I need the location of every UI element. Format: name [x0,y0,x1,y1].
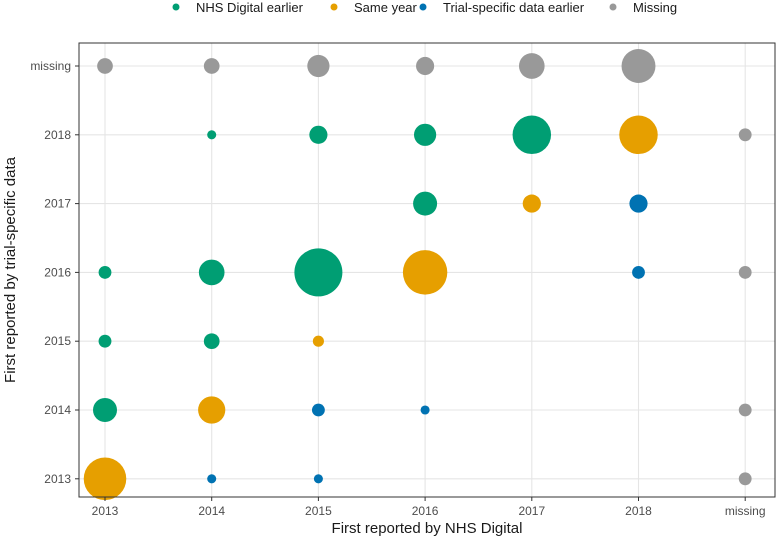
bubble-missing-missing-2014 [738,403,752,417]
legend: NHS Digital earlier Same year Trial-specif… [172,0,677,15]
y-tick-label: 2016 [44,265,71,279]
y-tick-label: 2018 [44,128,71,142]
bubble-nhs-2014-2015 [203,333,220,350]
bubble-missing-2018-missing [621,49,656,83]
bubble-nhs-2013-2016 [98,265,112,279]
bubble-missing-2014-missing [203,58,220,74]
legend-label-missing: Missing [633,0,677,15]
y-tick-label: 2013 [44,472,71,486]
bubble-missing-missing-2013 [738,472,752,486]
legend-key-trial [419,3,427,11]
y-axis: 2013 2014 2015 2016 2017 2018 missing [30,59,79,486]
bubble-missing-missing-2016 [738,265,752,279]
legend-label-same: Same year [354,0,418,15]
x-axis-title: First reported by NHS Digital [332,520,523,537]
x-tick-label: 2013 [92,504,119,518]
y-axis-title: First reported by trial-specific data [2,156,19,383]
bubble-same-2013-2013 [83,457,127,501]
bubble-same-2016-2016 [402,250,448,295]
y-tick-label: 2017 [44,197,71,211]
bubble-nhs-2015-2016 [294,248,343,297]
bubble-nhs-2017-2018 [512,115,552,155]
bubble-same-2014-2014 [198,396,226,424]
legend-key-missing [609,3,617,11]
y-tick-label: 2015 [44,334,71,348]
x-tick-label: 2015 [305,504,332,518]
legend-label-nhs: NHS Digital earlier [196,0,304,15]
x-tick-label: 2017 [518,504,545,518]
bubble-missing-2017-missing [518,53,545,79]
bubble-same-2017-2017 [522,194,541,213]
bubble-missing-missing-2018 [738,128,752,142]
bubble-trial-2018-2016 [632,265,645,279]
x-axis: 2013 2014 2015 2016 2017 2018 missing [92,497,766,518]
bubble-same-2018-2018 [619,115,658,155]
x-tick-label: missing [725,504,766,518]
bubble-nhs-2016-2018 [413,123,437,146]
x-tick-label: 2016 [412,504,439,518]
bubble-nhs-2014-2016 [198,259,225,286]
bubble-nhs-2015-2018 [309,125,328,144]
bubble-missing-2015-missing [307,54,330,78]
bubble-trial-2015-2013 [313,474,323,484]
x-tick-label: 2014 [198,504,225,518]
bubble-missing-2016-missing [416,56,435,76]
bubble-same-2015-2015 [312,335,324,347]
legend-key-same [330,3,338,11]
bubble-nhs-2014-2018 [207,130,217,140]
y-tick-label: 2014 [44,403,71,417]
bubble-nhs-2016-2017 [413,191,438,216]
bubble-trial-2014-2013 [207,474,217,484]
bubble-missing-2013-missing [97,58,113,74]
legend-key-nhs [172,3,180,11]
plot-panel-border [78,42,776,498]
bubble-nhs-2013-2014 [93,398,117,422]
bubble-trial-2018-2017 [629,194,648,213]
bubble-nhs-2013-2015 [98,334,112,348]
y-tick-label: missing [30,59,71,73]
legend-label-trial: Trial-specific data earlier [443,0,585,15]
bubble-trial-2016-2014 [420,405,430,415]
data-points [83,49,752,501]
x-tick-label: 2018 [625,504,652,518]
bubble-trial-2015-2014 [311,403,325,417]
